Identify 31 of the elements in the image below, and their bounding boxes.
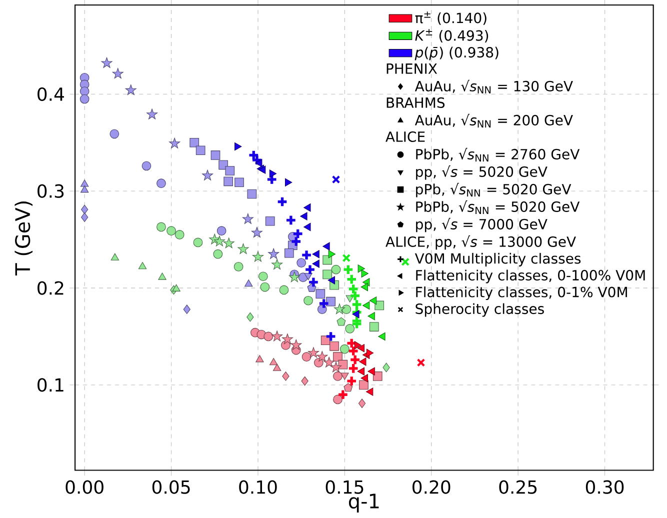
legend-label: PbPb, √s$_{NN}$ = 2760 GeV (416, 148, 580, 162)
legend-label: V0M Multiplicity classes (414, 252, 581, 266)
legend-label: pp, √s = 7000 GeV (416, 218, 548, 232)
y-tick-label: 0.2 (38, 281, 64, 295)
text: BRAHMS (386, 97, 445, 108)
legend-label: pp, √s = 5020 GeV (416, 165, 548, 180)
legend-label: AuAu, √s$_{NN}$ = 200 GeV (414, 114, 573, 128)
x-tick-label: 0.05 (152, 480, 190, 494)
x-tick-label: 0.15 (326, 480, 364, 494)
legend-label: PbPb, √s$_{NN}$ = 5020 GeV (416, 200, 580, 214)
x-tick-label: 0.25 (499, 480, 537, 494)
x-tick-label: 0.10 (239, 480, 277, 494)
y-tick-label: 0.1 (38, 378, 64, 392)
x-tick-label: 0.20 (412, 480, 450, 494)
legend-label: π$^{±}$ (0.140) (415, 11, 486, 25)
legend-label: Spherocity classes (416, 303, 544, 317)
legend-label: Flattenicity classes, 0-1% V0M (416, 286, 627, 300)
y-tick-label: 0.4 (38, 87, 64, 101)
legend-label: AuAu, √s$_{NN}$ = 130 GeV (414, 80, 573, 94)
x-tick-label: 0.30 (586, 480, 624, 494)
text: PHENIX (386, 63, 438, 74)
text: ALICE, pp, √s = 13000 GeV (386, 235, 576, 250)
y-tick-label: 0.3 (38, 184, 64, 198)
x-axis-title: q-1 (348, 494, 379, 512)
legend-label: p(p̄) (0.938) (414, 46, 498, 60)
text: ALICE (386, 131, 425, 142)
x-tick-label: 0.00 (66, 480, 104, 494)
legend-label: Flattenicity classes, 0-100% V0M (416, 270, 645, 284)
y-axis-title: T (GeV) (14, 201, 33, 276)
legend-label: pPb, √s$_{NN}$ = 5020 GeV (416, 182, 572, 198)
legend-label: K$^{±}$ (0.493) (415, 29, 488, 42)
